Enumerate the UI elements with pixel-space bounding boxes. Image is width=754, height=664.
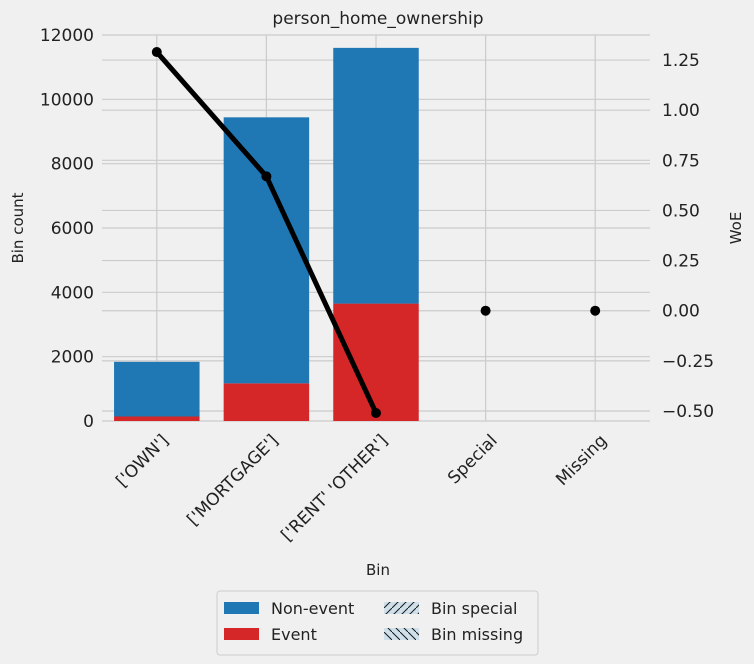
y2-axis-ticks: −0.50 −0.25 0.00 0.25 0.50 0.75 1.00 1.25 [662, 51, 714, 422]
y2-tick-label: −0.25 [662, 352, 714, 372]
y2-tick-label: −0.50 [662, 402, 714, 422]
y2-axis-label: WoE [727, 212, 745, 245]
chart-title: person_home_ownership [272, 9, 483, 29]
y-axis-ticks: 0 2000 4000 6000 8000 10000 12000 [40, 26, 94, 432]
y-tick-label: 2000 [51, 348, 94, 368]
y2-tick-label: 1.00 [662, 101, 700, 121]
woe-line [151, 47, 601, 418]
woe-point [151, 47, 162, 58]
legend-label: Bin missing [431, 625, 523, 644]
event-bar [114, 416, 200, 421]
y-tick-label: 12000 [40, 26, 94, 46]
y-axis-label: Bin count [9, 192, 27, 263]
y2-tick-label: 0.00 [662, 302, 700, 322]
legend-swatch [384, 628, 419, 640]
non-event-bar [223, 117, 310, 384]
legend-frame [216, 590, 539, 656]
legend: Non-event Bin special Event Bin missing [216, 590, 539, 656]
non-event-bar [114, 361, 200, 417]
legend-swatch [384, 602, 419, 614]
x-axis-label: Bin [366, 561, 390, 579]
bars [114, 47, 419, 421]
y-tick-label: 8000 [51, 155, 94, 175]
woe-point [480, 305, 491, 316]
y2-tick-label: 0.25 [662, 252, 700, 272]
y-tick-label: 0 [83, 412, 94, 432]
y-tick-label: 10000 [40, 90, 94, 110]
event-bar [333, 303, 419, 421]
y2-tick-label: 0.50 [662, 201, 700, 221]
woe-point [590, 305, 601, 316]
legend-swatch [224, 602, 259, 614]
non-event-bar [333, 47, 419, 304]
legend-swatch [224, 628, 259, 640]
y2-tick-label: 0.75 [662, 151, 700, 171]
y-tick-label: 6000 [51, 219, 94, 239]
legend-label: Bin special [431, 599, 517, 618]
y-tick-label: 4000 [51, 283, 94, 303]
legend-label: Non-event [271, 599, 354, 618]
woe-point [371, 407, 381, 418]
y2-tick-label: 1.25 [662, 51, 700, 71]
woe-point [261, 171, 272, 182]
event-bar [223, 383, 310, 421]
legend-label: Event [271, 625, 317, 644]
